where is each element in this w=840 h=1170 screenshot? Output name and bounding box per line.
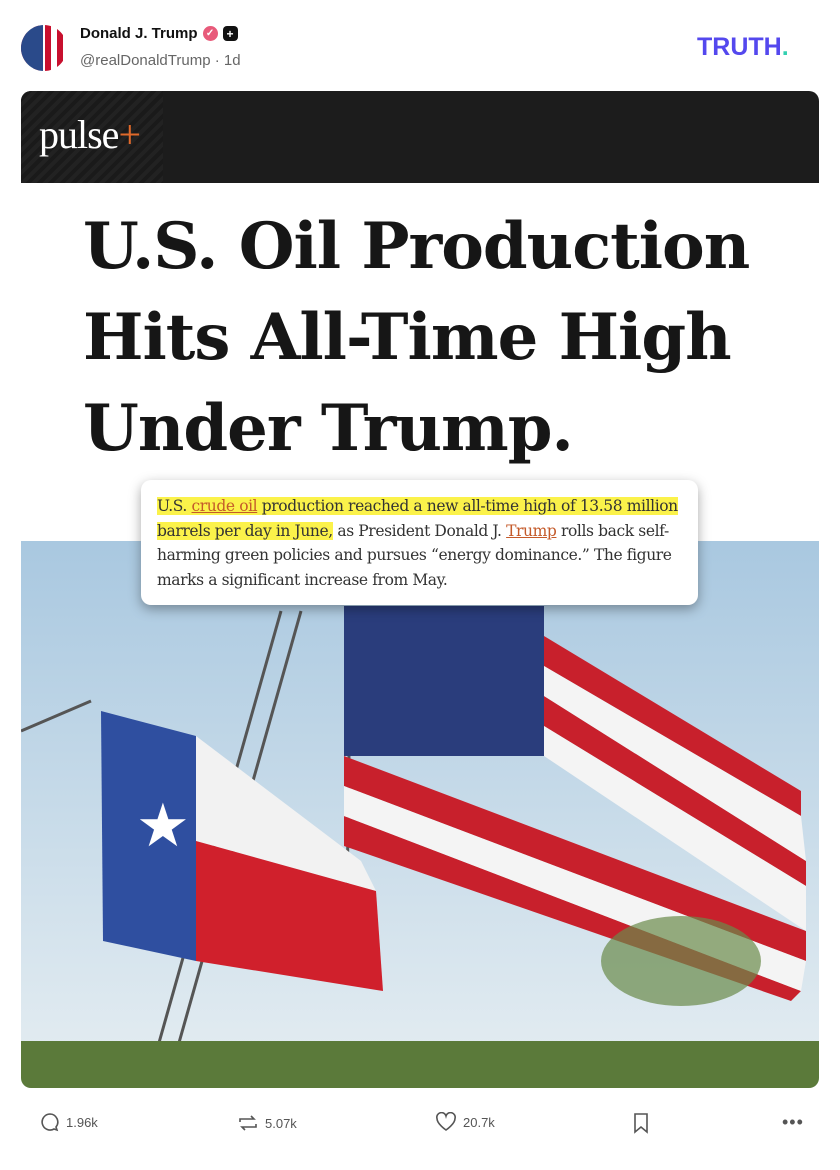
truth-logo[interactable]: TRUTH. bbox=[697, 33, 789, 62]
bookmark-icon bbox=[634, 1113, 648, 1134]
more-icon: ••• bbox=[782, 1112, 804, 1132]
texas-flag: ★ bbox=[101, 711, 383, 991]
avatar[interactable] bbox=[21, 25, 67, 71]
article-excerpt: U.S. crude oil production reached a new … bbox=[141, 480, 698, 605]
plus-badge-icon: + bbox=[222, 26, 238, 41]
svg-text:★: ★ bbox=[136, 792, 190, 859]
author-name[interactable]: Donald J. Trump ✓ + bbox=[80, 25, 238, 42]
logo-dot: . bbox=[781, 33, 789, 61]
repost-icon bbox=[239, 1115, 257, 1131]
logo-text: TRUTH bbox=[697, 33, 782, 61]
reply-button[interactable]: 1.96k bbox=[40, 1112, 98, 1132]
comment-icon bbox=[41, 1113, 59, 1132]
check-badge-icon: ✓ bbox=[202, 26, 218, 41]
flags-photo: ★ bbox=[21, 541, 819, 1088]
pulse-logo: pulse+ bbox=[39, 112, 141, 157]
like-count: 20.7k bbox=[463, 1114, 495, 1130]
headline: U.S. Oil Production Hits All-Time High Und… bbox=[83, 209, 750, 466]
post-image[interactable]: pulse+ U.S. Oil Production Hits All-Time … bbox=[21, 91, 819, 1088]
bookmark-button[interactable] bbox=[633, 1112, 649, 1134]
author-handle[interactable]: @realDonaldTrump · 1d bbox=[80, 52, 241, 69]
repost-count: 5.07k bbox=[265, 1115, 297, 1131]
reply-count: 1.96k bbox=[66, 1114, 98, 1130]
publisher-header: pulse+ bbox=[21, 91, 819, 183]
more-options-button[interactable]: ••• bbox=[782, 1112, 804, 1133]
repost-button[interactable]: 5.07k bbox=[237, 1112, 297, 1134]
author-name-text: Donald J. Trump bbox=[80, 25, 198, 42]
heart-icon bbox=[436, 1112, 456, 1131]
like-button[interactable]: 20.7k bbox=[435, 1112, 495, 1132]
action-bar: 1.96k 5.07k 20.7k ••• bbox=[0, 1112, 840, 1136]
